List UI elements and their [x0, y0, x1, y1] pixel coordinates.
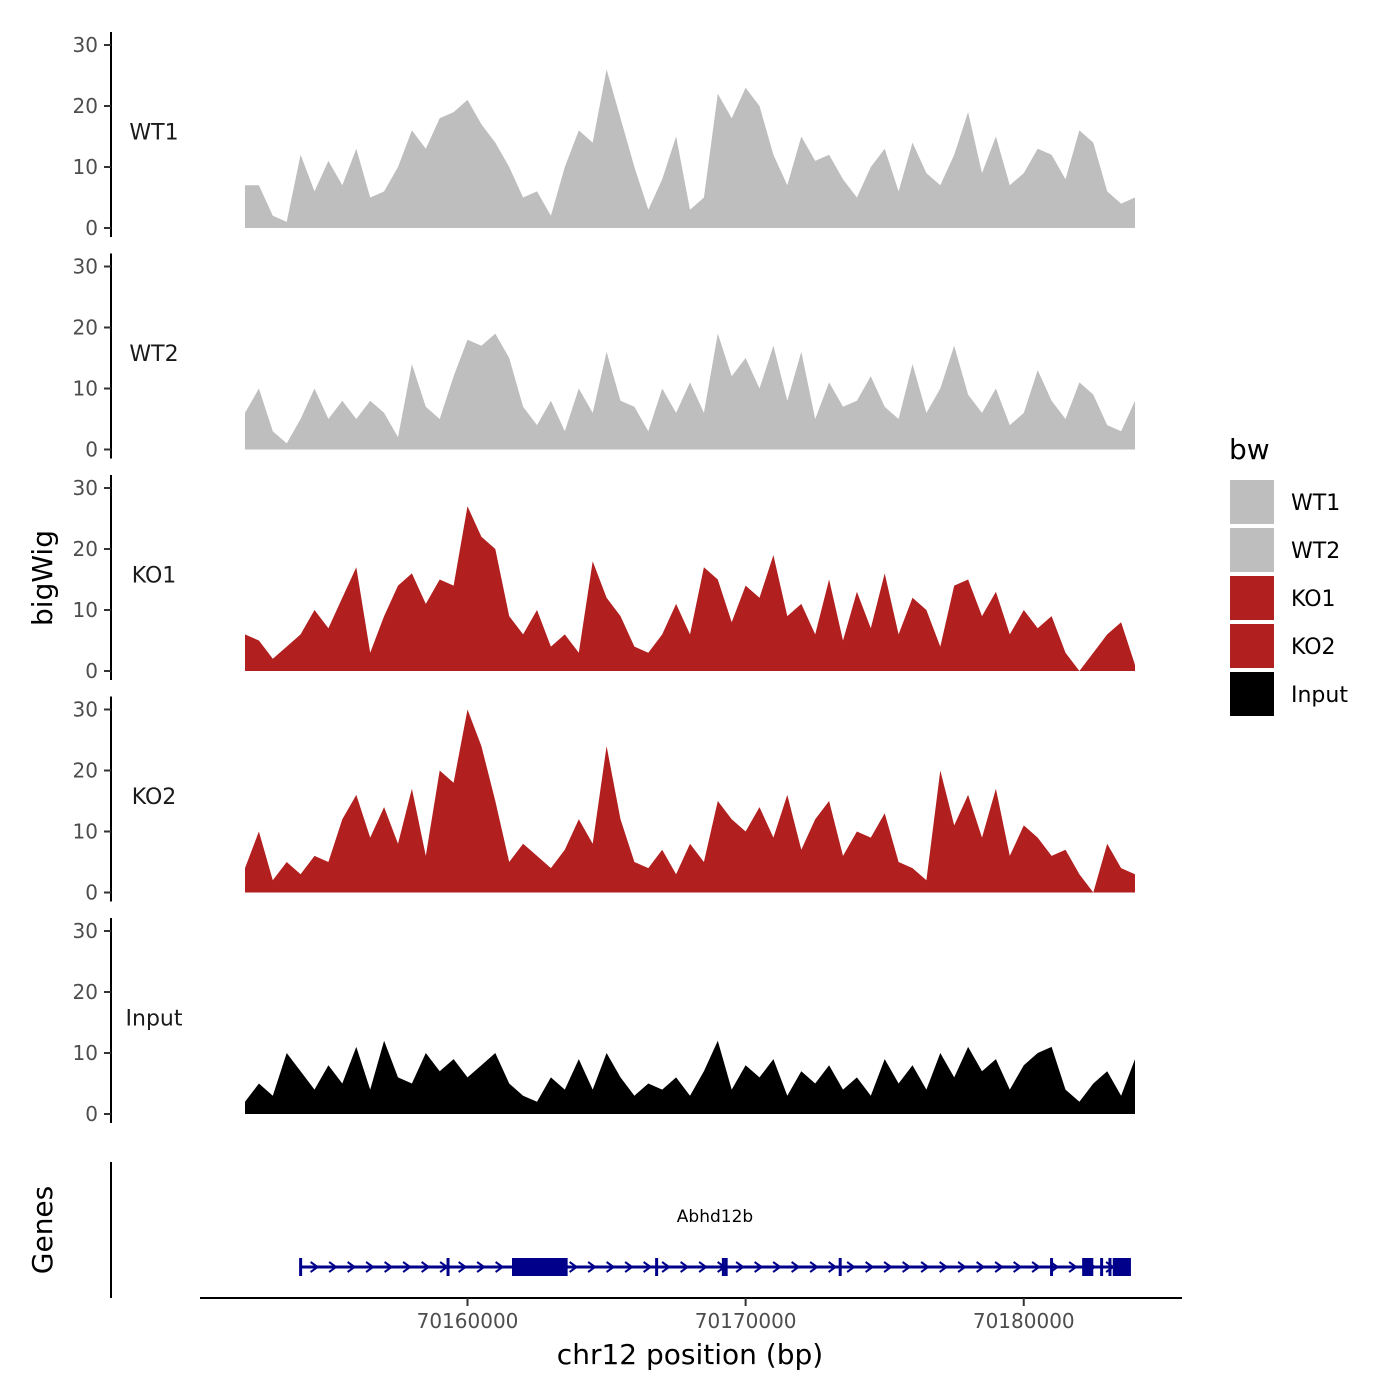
strand-chevron-14	[569, 1261, 579, 1273]
y-tick-label-wt2-10: 10	[73, 377, 98, 401]
coverage-area-ko2	[245, 709, 1135, 893]
strand-chevron-15	[587, 1261, 597, 1273]
coverage-tracks: 0 10 20 30 WT1 0 10 20 30 WT2 0 10 20 30 KO1 0 10 20 30 KO2…	[73, 32, 1135, 1126]
strand-chevron-24	[754, 1261, 764, 1273]
strand-chevron-4	[384, 1261, 394, 1273]
x-axis-title: chr12 position (bp)	[557, 1338, 823, 1371]
strand-chevron-1	[328, 1261, 338, 1273]
gene-name-label: Abhd12b	[677, 1207, 753, 1227]
y-tick-label-ko2-30: 30	[73, 698, 98, 722]
y-tick-label-ko1-10: 10	[73, 598, 98, 622]
y-tick-label-wt1-10: 10	[73, 155, 98, 179]
coverage-area-input	[245, 1040, 1135, 1114]
strand-chevron-30	[865, 1261, 875, 1273]
strand-chevron-6	[421, 1261, 431, 1273]
exon-block-1	[1082, 1258, 1094, 1276]
track-label-wt2: WT2	[129, 342, 178, 367]
track-label-ko2: KO2	[132, 785, 177, 810]
track-wt2: 0 10 20 30 WT2	[73, 253, 1135, 462]
strand-chevron-23	[735, 1261, 745, 1273]
track-ko2: 0 10 20 30 KO2	[73, 696, 1135, 905]
y-tick-label-wt1-0: 0	[85, 216, 98, 240]
y-tick-label-ko1-0: 0	[85, 659, 98, 683]
gene-model	[299, 1258, 1131, 1276]
legend-label-ko2: KO2	[1291, 635, 1336, 660]
y-tick-label-input-20: 20	[73, 980, 98, 1004]
x-tick-label-70180000: 70180000	[973, 1309, 1075, 1333]
strand-chevron-17	[624, 1261, 634, 1273]
strand-chevron-9	[476, 1261, 486, 1273]
strand-chevron-3	[365, 1261, 375, 1273]
strand-chevron-34	[939, 1261, 949, 1273]
genes-track: Genes Abhd12b	[26, 1162, 1131, 1298]
strand-chevron-16	[606, 1261, 616, 1273]
legend-title: bw	[1229, 433, 1270, 466]
strand-chevron-39	[1031, 1261, 1041, 1273]
strand-chevron-41	[1068, 1261, 1078, 1273]
y-tick-label-ko1-30: 30	[73, 476, 98, 500]
genes-track-title: Genes	[26, 1186, 59, 1274]
legend-swatch-input	[1230, 672, 1274, 716]
y-tick-label-input-30: 30	[73, 919, 98, 943]
strand-chevron-35	[957, 1261, 967, 1273]
strand-chevron-5	[402, 1261, 412, 1273]
y-tick-label-wt1-30: 30	[73, 33, 98, 57]
strand-chevron-25	[772, 1261, 782, 1273]
strand-chevron-19	[661, 1261, 671, 1273]
x-tick-label-70160000: 70160000	[417, 1309, 519, 1333]
strand-chevron-31	[883, 1261, 893, 1273]
y-tick-label-wt2-0: 0	[85, 438, 98, 462]
track-label-wt1: WT1	[129, 121, 178, 146]
legend-swatch-ko2	[1230, 624, 1274, 668]
strand-chevron-8	[458, 1261, 468, 1273]
coverage-area-ko1	[245, 506, 1135, 671]
y-tick-label-ko2-10: 10	[73, 820, 98, 844]
x-tick-label-70170000: 70170000	[695, 1309, 797, 1333]
track-label-ko1: KO1	[132, 564, 177, 589]
legend: bw WT1 WT2 KO1 KO2 Input	[1229, 433, 1348, 716]
legend-swatch-wt1	[1230, 480, 1274, 524]
legend-swatch-ko1	[1230, 576, 1274, 620]
legend-label-wt2: WT2	[1291, 539, 1340, 564]
exon-block-0	[512, 1258, 568, 1276]
y-axis-title: bigWig	[26, 530, 59, 626]
strand-chevron-10	[495, 1261, 505, 1273]
strand-chevron-0	[310, 1261, 320, 1273]
exon-block-2	[1112, 1258, 1130, 1276]
strand-chevron-33	[920, 1261, 930, 1273]
y-tick-label-ko1-20: 20	[73, 537, 98, 561]
y-tick-label-ko2-20: 20	[73, 759, 98, 783]
track-label-input: Input	[126, 1007, 183, 1032]
strand-chevron-38	[1013, 1261, 1023, 1273]
y-tick-label-wt2-30: 30	[73, 255, 98, 279]
strand-chevron-29	[846, 1261, 856, 1273]
strand-chevron-20	[680, 1261, 690, 1273]
strand-chevron-28	[828, 1261, 838, 1273]
y-tick-label-input-10: 10	[73, 1041, 98, 1065]
track-wt1: 0 10 20 30 WT1	[73, 32, 1135, 240]
strand-chevron-18	[643, 1261, 653, 1273]
coverage-area-wt2	[245, 333, 1135, 450]
strand-chevron-36	[976, 1261, 986, 1273]
legend-swatch-wt2	[1230, 528, 1274, 572]
coverage-area-wt1	[245, 69, 1135, 229]
x-axis: 70160000 70170000 70180000	[200, 1297, 1182, 1333]
strand-chevron-37	[994, 1261, 1004, 1273]
legend-label-ko1: KO1	[1291, 587, 1336, 612]
y-tick-label-ko2-0: 0	[85, 881, 98, 905]
legend-label-input: Input	[1291, 683, 1348, 708]
y-tick-label-input-0: 0	[85, 1102, 98, 1126]
strand-chevron-32	[902, 1261, 912, 1273]
strand-chevron-27	[809, 1261, 819, 1273]
strand-chevron-2	[347, 1261, 357, 1273]
strand-chevron-26	[791, 1261, 801, 1273]
track-ko1: 0 10 20 30 KO1	[73, 475, 1135, 683]
y-tick-label-wt1-20: 20	[73, 94, 98, 118]
y-tick-label-wt2-20: 20	[73, 316, 98, 340]
legend-label-wt1: WT1	[1291, 491, 1340, 516]
track-input: 0 10 20 30 Input	[73, 918, 1135, 1126]
strand-chevron-21	[698, 1261, 708, 1273]
